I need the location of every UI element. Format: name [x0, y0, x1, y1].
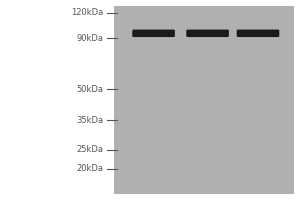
Text: 90kDa: 90kDa: [76, 34, 103, 43]
FancyBboxPatch shape: [132, 30, 175, 37]
Text: 25kDa: 25kDa: [76, 145, 103, 154]
Text: 35kDa: 35kDa: [76, 116, 103, 125]
FancyBboxPatch shape: [237, 30, 279, 37]
Text: 120kDa: 120kDa: [71, 8, 104, 17]
FancyBboxPatch shape: [186, 30, 229, 37]
Text: 20kDa: 20kDa: [76, 164, 103, 173]
Bar: [114, 6, 294, 194]
Text: 50kDa: 50kDa: [76, 85, 103, 94]
